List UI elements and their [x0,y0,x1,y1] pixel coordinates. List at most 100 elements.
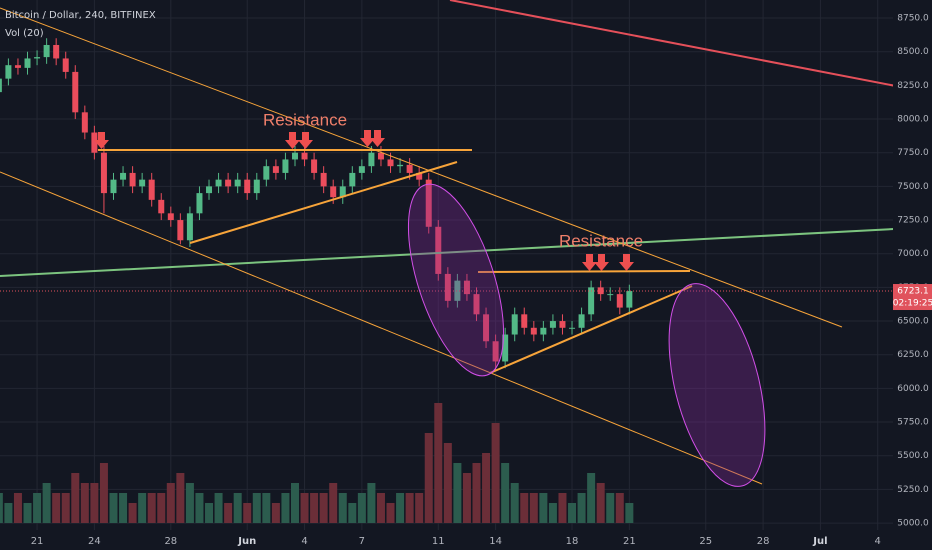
candle-body [24,58,31,68]
volume-bar [348,503,357,523]
y-tick-label: 8500.0 [897,47,929,57]
candle-body [444,273,451,301]
candle-body [406,164,413,173]
candle-body [100,152,107,194]
candle-body [196,193,203,214]
candle-body [339,186,346,198]
candle-body [263,166,270,180]
candle-body [311,159,318,173]
arrow [360,130,375,147]
candle-body [569,327,576,329]
volume-bar [558,493,567,523]
support-line [189,161,458,244]
arrow [370,130,385,147]
volume-bar [396,493,405,523]
candle-body [91,132,98,153]
volume-bar [491,423,500,523]
volume-bar [90,483,99,523]
resistance-line [477,270,691,273]
candle-body [167,213,174,221]
candle-body [282,159,289,173]
candle-body [454,280,461,301]
channel-line [0,7,843,328]
x-tick-label: 25 [699,536,712,547]
volume-bar [329,483,338,523]
volume-bar [4,503,13,523]
arrow [619,254,634,271]
volume-bar [33,493,42,523]
volume-bar [462,473,471,523]
volume-bar [415,493,424,523]
volume-bar [529,493,538,523]
volume-pane [0,403,634,523]
candle-body [511,314,518,335]
candle-body [225,179,232,187]
annotation: Resistance [559,231,643,250]
volume-bar [300,493,309,523]
y-tick-label: 5000.0 [897,519,929,529]
candle-body [435,226,442,274]
candle-body [62,58,69,72]
y-tick-label: 6000.0 [897,384,929,394]
volume-bar [205,503,214,523]
volume-bar [482,453,491,523]
candle-body [530,327,537,335]
volume-bar [539,493,548,523]
volume-bar [376,493,385,523]
arrow [298,132,313,149]
volume-bar [434,403,443,523]
candle-body [177,220,184,241]
candle-body [626,291,633,308]
ellipse [407,183,505,377]
candle-body [607,294,614,296]
volume-bar [587,473,596,523]
x-tick-label: 18 [566,536,579,547]
price-pane [0,38,893,371]
candle-body [43,44,50,58]
volume-bar [233,493,242,523]
candle-body [521,314,528,328]
candle-body [358,166,365,173]
volume-bar [262,493,271,523]
volume-bar [195,493,204,523]
volume-bar [319,493,328,523]
volume-bar [52,493,61,523]
volume-bar [548,503,557,523]
volume-bar [23,503,32,523]
drawings: Resistance Resistance [0,0,932,487]
candle-body [397,164,404,167]
candle-body [139,179,146,187]
candle-body [253,179,260,194]
volume-bar [243,503,252,523]
candle-body [349,172,356,187]
volume-bar [119,493,128,523]
volume-bar [577,493,586,523]
volume-bar [13,493,22,523]
volume-bar [520,493,529,523]
candle-body [377,152,384,160]
volume-bar [424,433,433,523]
y-tick-label: 8750.0 [897,14,929,24]
candle-body [559,321,566,328]
volume-bar [568,503,577,523]
volume-bar [61,493,70,523]
trend-line [0,226,932,277]
x-tick-label: Jun [237,536,256,547]
volume-bar [338,493,347,523]
volume-bar [443,443,452,523]
trend-line [449,0,932,94]
candle-body [0,78,2,93]
volume-bar [472,463,481,523]
volume-bar [80,483,89,523]
last-price-label: 6723.1 [897,287,929,297]
volume-bar [185,483,194,523]
x-tick-label: 28 [757,536,770,547]
candle-body [110,179,117,194]
volume-bar [224,503,233,523]
candle-body [616,294,623,308]
volume-bar [453,463,462,523]
arrow [594,254,609,271]
support-line [489,285,693,374]
candle-body [502,334,509,362]
candle-body [416,172,423,180]
